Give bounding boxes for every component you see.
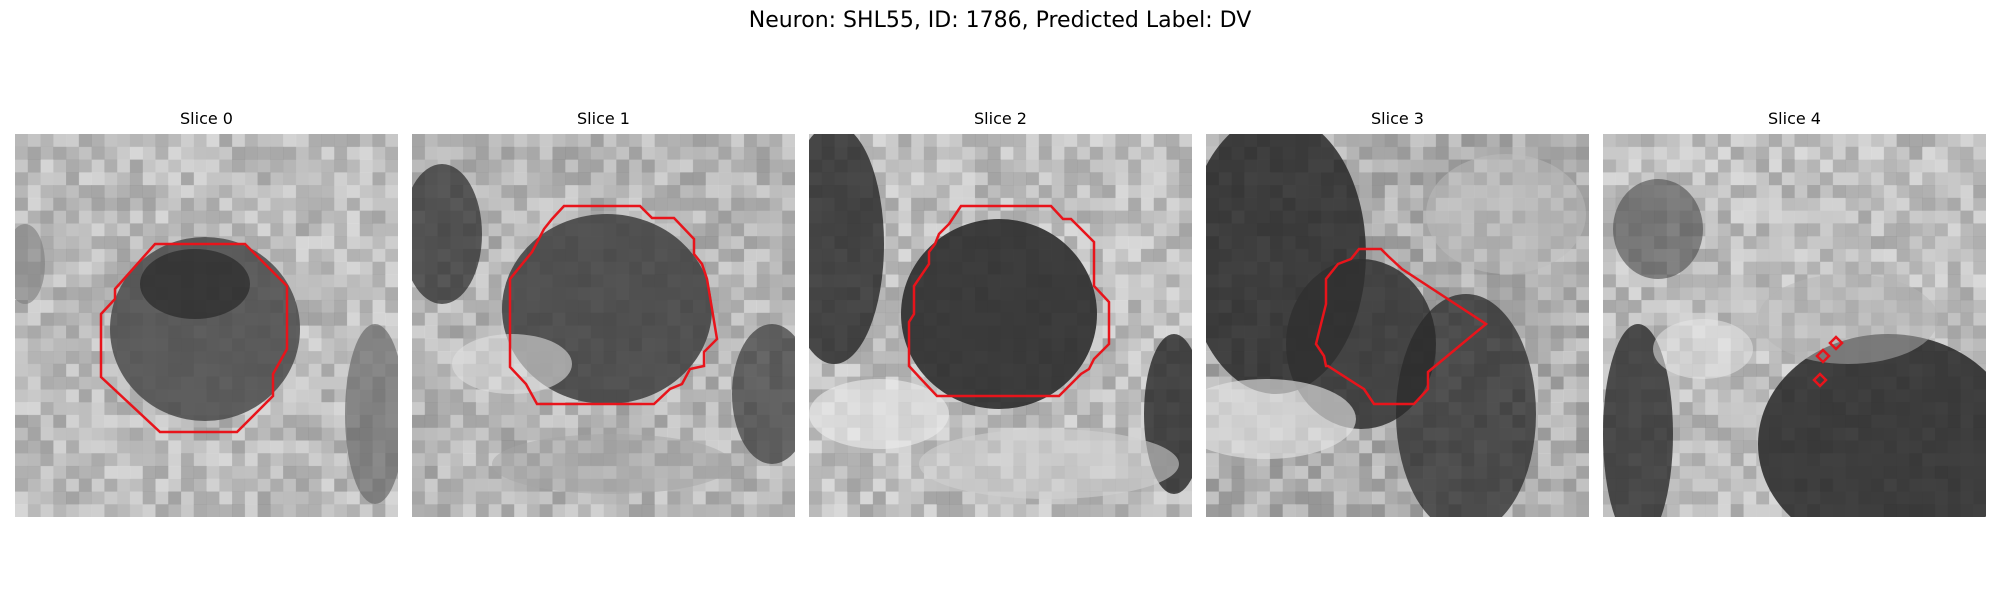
slice-panel-3: Slice 3 <box>1206 108 1589 517</box>
cell-contour <box>508 204 719 406</box>
slice-title-4: Slice 4 <box>1768 109 1821 128</box>
slice-image-4 <box>1603 134 1986 517</box>
cell-contour <box>907 204 1111 398</box>
cell-contour <box>1812 335 1844 388</box>
slice-title-2: Slice 2 <box>974 109 1027 128</box>
figure-title: Neuron: SHL55, ID: 1786, Predicted Label… <box>748 8 1252 33</box>
slice-panel-2: Slice 2 <box>809 108 1192 517</box>
slice-title-3: Slice 3 <box>1371 109 1424 128</box>
slice-panel-4: Slice 4 <box>1603 108 1986 517</box>
slice-image-3 <box>1206 134 1589 517</box>
slice-panel-0: Slice 0 <box>15 108 398 517</box>
slice-image-0 <box>15 134 398 517</box>
slice-panel-1: Slice 1 <box>412 108 795 517</box>
slice-title-0: Slice 0 <box>180 109 233 128</box>
slice-image-1 <box>412 134 795 517</box>
cell-contour <box>99 242 289 434</box>
slice-image-2 <box>809 134 1192 517</box>
cell-contour <box>1314 247 1489 406</box>
slice-title-1: Slice 1 <box>577 109 630 128</box>
